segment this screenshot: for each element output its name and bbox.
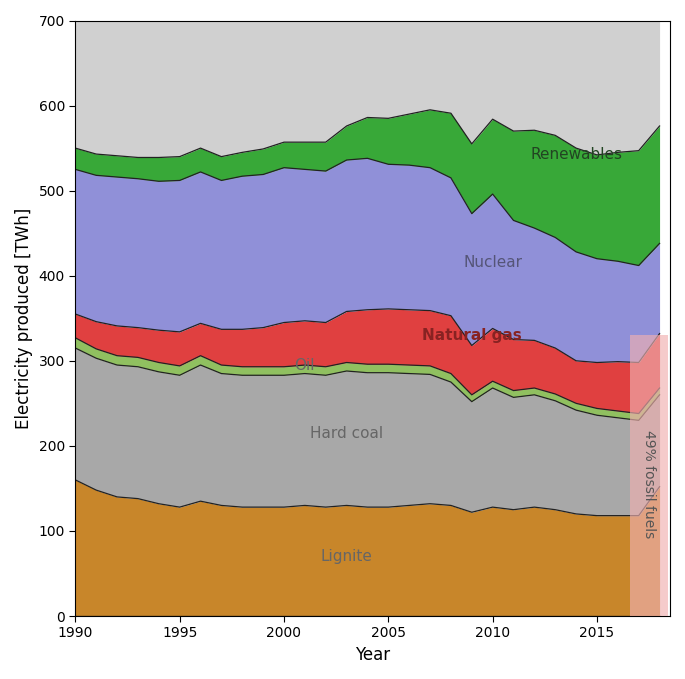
Text: 49% fossil fuels: 49% fossil fuels [642,430,656,538]
X-axis label: Year: Year [355,646,390,664]
Y-axis label: Electricity produced [TWh]: Electricity produced [TWh] [15,208,33,429]
Text: Natural gas: Natural gas [422,328,522,343]
Bar [630,335,668,616]
Text: Hard coal: Hard coal [310,426,383,441]
Text: Oil: Oil [295,358,315,373]
Text: Renewables: Renewables [530,147,622,162]
Text: Lignite: Lignite [321,549,373,564]
Text: Nuclear: Nuclear [463,255,522,270]
